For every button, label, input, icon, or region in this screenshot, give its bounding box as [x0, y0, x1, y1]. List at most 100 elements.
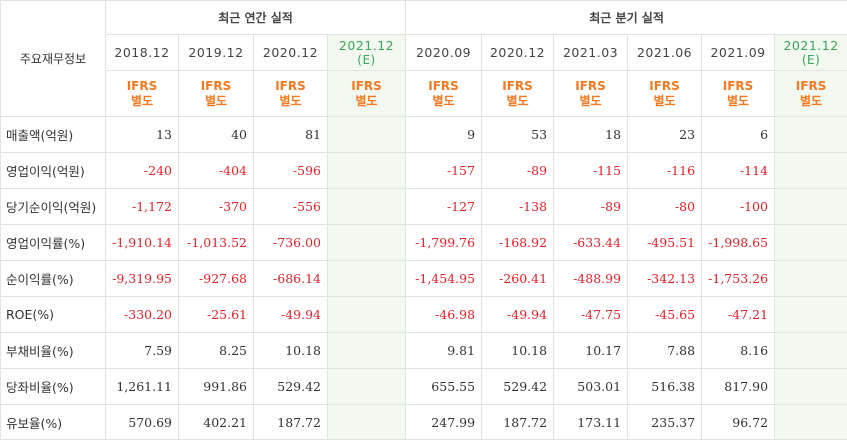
- table-row: ROE(%)-330.20-25.61-49.94-46.98-49.94-47…: [1, 297, 847, 333]
- table-cell: [328, 297, 406, 333]
- period-label: 2020.09: [416, 45, 471, 60]
- table-cell: -89: [482, 153, 554, 189]
- table-cell: -127: [406, 189, 482, 225]
- table-cell: -736.00: [254, 225, 328, 261]
- period-label: 2021.12: [339, 38, 394, 53]
- estimate-marker: (E): [328, 53, 405, 67]
- table-cell: -114: [702, 153, 775, 189]
- table-cell: 529.42: [254, 369, 328, 405]
- table-cell: [775, 333, 847, 369]
- table-cell: [328, 189, 406, 225]
- table-cell: [328, 153, 406, 189]
- statement-type: 별도: [554, 94, 627, 109]
- row-label: 영업이익률(%): [1, 225, 106, 261]
- table-cell: -1,998.65: [702, 225, 775, 261]
- table-cell: -49.94: [254, 297, 328, 333]
- statement-type: 별도: [775, 94, 847, 109]
- table-cell: [775, 261, 847, 297]
- table-cell: -80: [628, 189, 702, 225]
- table-cell: -596: [254, 153, 328, 189]
- table-cell: -1,910.14: [106, 225, 179, 261]
- table-cell: 8.16: [702, 333, 775, 369]
- period-label: 2021.09: [710, 45, 765, 60]
- table-cell: -488.99: [554, 261, 628, 297]
- accounting-standard: IFRS: [106, 79, 178, 94]
- table-cell: [775, 405, 847, 440]
- statement-type: 별도: [179, 94, 253, 109]
- table-cell: 187.72: [254, 405, 328, 440]
- table-cell: 247.99: [406, 405, 482, 440]
- period-label: 2021.03: [563, 45, 618, 60]
- table-row: 순이익률(%)-9,319.95-927.68-686.14-1,454.95-…: [1, 261, 847, 297]
- table-cell: -157: [406, 153, 482, 189]
- accounting-standard: IFRS: [328, 79, 405, 94]
- period-header: 2020.12: [482, 35, 554, 71]
- accounting-standard: IFRS: [554, 79, 627, 94]
- estimate-marker: (E): [775, 53, 847, 67]
- table-cell: 187.72: [482, 405, 554, 440]
- table-cell: 817.90: [702, 369, 775, 405]
- accounting-standard: IFRS: [406, 79, 481, 94]
- table-cell: [328, 225, 406, 261]
- table-cell: 991.86: [179, 369, 254, 405]
- table-cell: [775, 153, 847, 189]
- period-header: 2021.09: [702, 35, 775, 71]
- table-cell: 81: [254, 117, 328, 153]
- table-cell: 9.81: [406, 333, 482, 369]
- table-cell: -330.20: [106, 297, 179, 333]
- table-cell: -89: [554, 189, 628, 225]
- table-row: 당기순이익(억원)-1,172-370-556-127-138-89-80-10…: [1, 189, 847, 225]
- period-header: 2020.12: [254, 35, 328, 71]
- period-label: 2018.12: [114, 45, 169, 60]
- period-header: 2021.12(E): [328, 35, 406, 71]
- statement-type: 별도: [328, 94, 405, 109]
- table-cell: 1,261.11: [106, 369, 179, 405]
- annual-group-header: 최근 연간 실적: [106, 1, 406, 35]
- table-cell: 570.69: [106, 405, 179, 440]
- table-cell: 10.18: [482, 333, 554, 369]
- table-cell: [775, 225, 847, 261]
- table-cell: -342.13: [628, 261, 702, 297]
- table-cell: [775, 189, 847, 225]
- table-cell: -168.92: [482, 225, 554, 261]
- period-label: 2019.12: [188, 45, 243, 60]
- table-cell: -46.98: [406, 297, 482, 333]
- table-cell: -47.75: [554, 297, 628, 333]
- table-cell: -49.94: [482, 297, 554, 333]
- statement-type: 별도: [482, 94, 553, 109]
- table-cell: -370: [179, 189, 254, 225]
- table-cell: -404: [179, 153, 254, 189]
- table-cell: -495.51: [628, 225, 702, 261]
- row-label: 당좌비율(%): [1, 369, 106, 405]
- table-row: 영업이익률(%)-1,910.14-1,013.52-736.00-1,799.…: [1, 225, 847, 261]
- table-cell: [328, 369, 406, 405]
- table-cell: -240: [106, 153, 179, 189]
- statement-type: 별도: [106, 94, 178, 109]
- table-cell: -1,753.26: [702, 261, 775, 297]
- table-cell: -100: [702, 189, 775, 225]
- table-cell: [775, 297, 847, 333]
- row-label: 영업이익(억원): [1, 153, 106, 189]
- period-header: 2021.03: [554, 35, 628, 71]
- period-header: 2019.12: [179, 35, 254, 71]
- row-label: 매출액(억원): [1, 117, 106, 153]
- table-cell: 23: [628, 117, 702, 153]
- period-header: 2021.06: [628, 35, 702, 71]
- period-header: 2021.12(E): [775, 35, 847, 71]
- table-cell: -25.61: [179, 297, 254, 333]
- table-cell: -9,319.95: [106, 261, 179, 297]
- accounting-standard: IFRS: [628, 79, 701, 94]
